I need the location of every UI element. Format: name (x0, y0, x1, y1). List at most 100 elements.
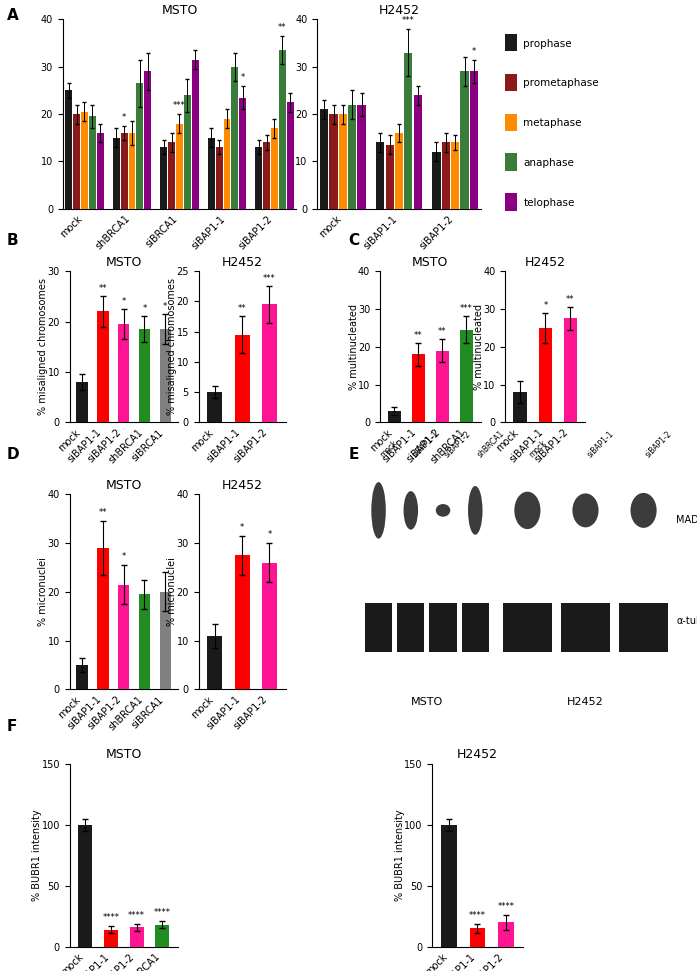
Bar (461, 603, 489, 653)
Y-axis label: % micronuclei: % micronuclei (167, 557, 177, 626)
Y-axis label: % multinucleated: % multinucleated (348, 304, 358, 389)
Bar (451, 143, 459, 209)
Bar (208, 138, 215, 209)
Title: H2452: H2452 (222, 255, 263, 269)
Text: A: A (7, 8, 19, 22)
Text: **: ** (278, 23, 286, 32)
Bar (539, 328, 552, 422)
Bar (97, 548, 109, 689)
Bar (118, 324, 130, 422)
Text: α-tubulin: α-tubulin (676, 616, 697, 625)
Bar (441, 824, 457, 947)
Text: MSTO: MSTO (411, 697, 443, 707)
Text: **: ** (238, 305, 247, 314)
Bar (215, 148, 222, 209)
Text: *: * (543, 301, 548, 310)
Y-axis label: % micronuclei: % micronuclei (38, 557, 48, 626)
Text: ***: *** (263, 274, 276, 284)
Y-axis label: % misaligned chromosomes: % misaligned chromosomes (167, 279, 177, 416)
Text: C: C (348, 233, 360, 248)
Text: anaphase: anaphase (523, 158, 574, 168)
Text: ****: **** (469, 911, 486, 920)
Ellipse shape (631, 493, 657, 528)
Text: MAD2: MAD2 (676, 516, 697, 525)
Text: **: ** (566, 295, 575, 304)
Text: siBAP1-2: siBAP1-2 (443, 429, 473, 459)
Text: D: D (7, 447, 20, 461)
Title: H2452: H2452 (222, 479, 263, 491)
Text: prophase: prophase (523, 39, 572, 49)
Bar (97, 312, 109, 422)
Bar (262, 562, 277, 689)
Title: MSTO: MSTO (161, 4, 198, 17)
Bar (208, 636, 222, 689)
Bar (176, 123, 183, 209)
Text: telophase: telophase (523, 198, 575, 208)
Bar (139, 594, 151, 689)
Bar (192, 59, 199, 209)
Bar (263, 143, 270, 209)
Bar (330, 115, 337, 209)
Text: ****: **** (102, 914, 119, 922)
Bar (144, 72, 151, 209)
Text: mock: mock (378, 438, 399, 459)
Title: MSTO: MSTO (105, 748, 142, 761)
Bar (470, 72, 478, 209)
Bar (320, 110, 328, 209)
Text: mock: mock (528, 438, 549, 459)
Bar (429, 603, 457, 653)
Title: H2452: H2452 (525, 255, 566, 269)
Bar (139, 329, 151, 422)
Bar (271, 128, 278, 209)
Bar (358, 105, 366, 209)
Text: *: * (240, 73, 245, 82)
Bar (460, 330, 473, 422)
Bar (77, 665, 88, 689)
Bar (118, 585, 130, 689)
Bar (235, 555, 250, 689)
Title: H2452: H2452 (457, 748, 498, 761)
Bar (498, 922, 514, 947)
Bar (239, 97, 246, 209)
Bar (287, 102, 293, 209)
Bar (89, 117, 96, 209)
Text: metaphase: metaphase (523, 118, 582, 128)
Bar (436, 351, 449, 422)
Bar (235, 335, 250, 422)
Text: ***: *** (173, 101, 186, 111)
Bar (208, 392, 222, 422)
Text: *: * (142, 305, 146, 314)
Text: ****: **** (128, 911, 145, 920)
Ellipse shape (436, 504, 450, 517)
Bar (397, 603, 424, 653)
Bar (160, 592, 171, 689)
Text: shBRCA1: shBRCA1 (475, 429, 506, 459)
Text: ***: *** (460, 305, 473, 314)
Y-axis label: % multinucleated: % multinucleated (474, 304, 484, 389)
Bar (81, 112, 88, 209)
Ellipse shape (372, 483, 386, 539)
Bar (339, 115, 347, 209)
Text: *: * (121, 297, 126, 306)
Bar (413, 95, 422, 209)
Bar (130, 927, 144, 947)
Text: *: * (472, 47, 476, 56)
Title: MSTO: MSTO (105, 255, 142, 269)
Ellipse shape (514, 491, 540, 529)
Text: siBAP1-1: siBAP1-1 (411, 429, 441, 459)
Bar (66, 90, 72, 209)
Bar (470, 928, 485, 947)
Bar (128, 133, 135, 209)
Text: prometaphase: prometaphase (523, 79, 599, 88)
Bar (113, 138, 120, 209)
Bar (77, 382, 88, 422)
Text: **: ** (99, 285, 107, 293)
Text: ****: **** (497, 902, 514, 912)
Bar (412, 354, 425, 422)
Bar (97, 133, 104, 209)
Bar (231, 67, 238, 209)
Bar (279, 50, 286, 209)
Text: *: * (268, 530, 272, 539)
Bar (160, 329, 171, 422)
Bar (168, 143, 175, 209)
